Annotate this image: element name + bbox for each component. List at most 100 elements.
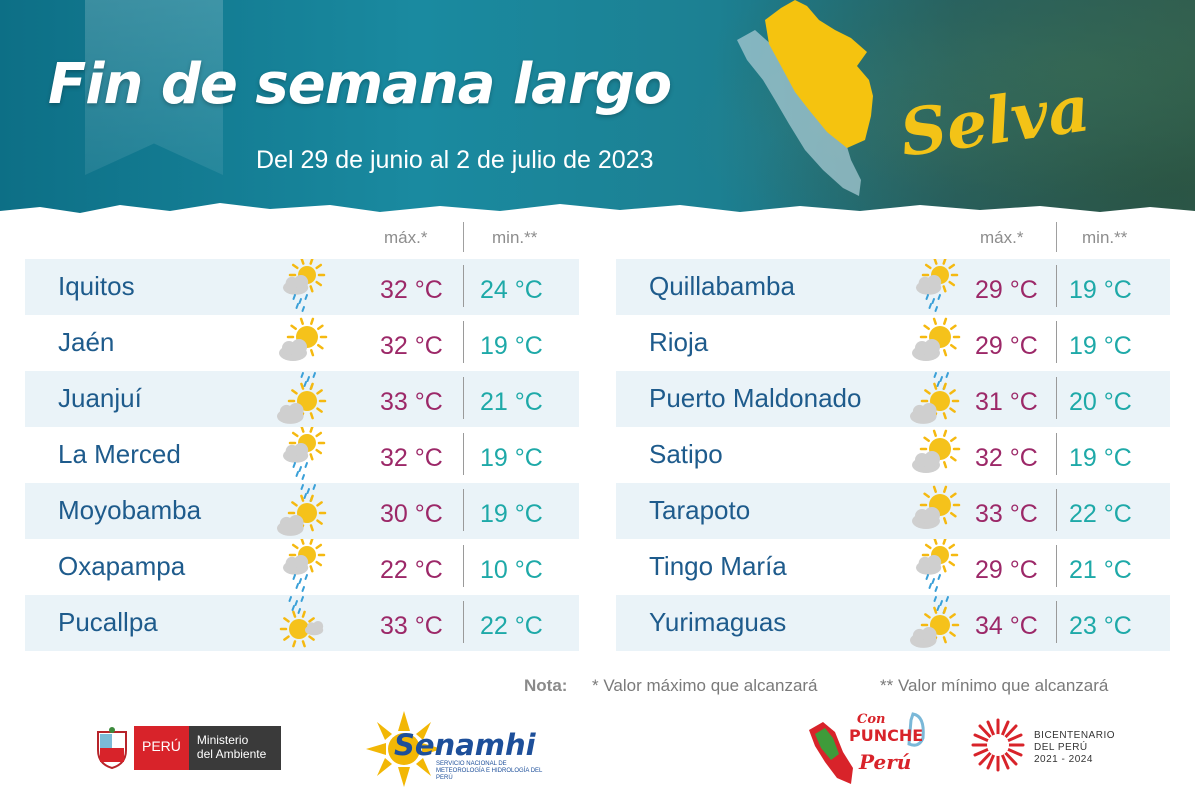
max-temperature: 32 °C [380, 276, 443, 304]
con-punche-peru-logo: Con PUNCHE Perú [805, 708, 933, 790]
city-name: Oxapampa [58, 551, 186, 581]
min-temperature: 21 °C [1069, 556, 1132, 584]
max-temperature: 34 °C [975, 612, 1038, 640]
table-row: Iquitos 32 °C 24 °C [25, 257, 579, 315]
punche-peru-map-icon [809, 712, 925, 784]
max-temperature: 33 °C [380, 612, 443, 640]
max-temperature: 29 °C [975, 332, 1038, 360]
city-name: Juanjuí [58, 383, 142, 413]
column-divider [463, 321, 464, 363]
min-temperature: 19 °C [480, 444, 543, 472]
city-name: Puerto Maldonado [649, 383, 862, 413]
table-row: Tarapoto 33 °C 22 °C [616, 483, 1170, 539]
left-column-headers: máx.* min.** [0, 222, 600, 252]
min-temperature: 19 °C [480, 332, 543, 360]
min-temperature: 22 °C [480, 612, 543, 640]
partly-cloudy-icon [902, 427, 962, 483]
cloud-sun-rain-icon [902, 257, 962, 315]
max-temperature: 22 °C [380, 556, 443, 584]
jungle-background [635, 0, 1195, 222]
column-divider [1056, 321, 1057, 363]
punche-line2: PUNCHE [849, 726, 924, 745]
table-row: Tingo María 29 °C 21 °C [616, 537, 1170, 595]
sun-cloud-icon [269, 595, 329, 651]
table-row: Oxapampa 22 °C 10 °C [25, 537, 579, 595]
table-row: Jaén 32 °C 19 °C [25, 315, 579, 371]
column-divider [463, 222, 464, 252]
partly-cloudy-rain-icon [902, 595, 962, 651]
max-temperature: 33 °C [975, 500, 1038, 528]
right-column-headers: máx.* min.** [0, 222, 1195, 252]
city-name: Yurimaguas [649, 607, 787, 637]
city-name: Tingo María [649, 551, 787, 581]
city-name: La Merced [58, 439, 181, 469]
ministerio-ambiente-logo: PERÚ Ministerio del Ambiente [94, 726, 281, 770]
min-temperature: 10 °C [480, 556, 543, 584]
max-temperature: 32 °C [975, 444, 1038, 472]
min-temperature: 19 °C [480, 500, 543, 528]
senamhi-subtitle: SERVICIO NACIONAL DE METEOROLOGÍA E HIDR… [436, 761, 543, 781]
cloud-sun-rain-icon [269, 425, 329, 483]
max-column-header: máx.* [384, 228, 428, 247]
left-forecast-table: Iquitos 32 °C 24 °C Jaén 32 °C 19 °C Juanjuí 33… [25, 257, 579, 651]
partly-cloudy-rain-icon [902, 371, 962, 427]
max-temperature: 32 °C [380, 332, 443, 360]
column-divider [1056, 489, 1057, 531]
city-name: Rioja [649, 327, 709, 357]
min-column-header: min.** [1082, 228, 1128, 247]
city-name: Iquitos [58, 271, 135, 301]
punche-line3: Perú [859, 750, 912, 774]
min-temperature: 20 °C [1069, 388, 1132, 416]
peru-coat-of-arms-icon [97, 727, 127, 770]
date-range: Del 29 de junio al 2 de julio de 2023 [256, 146, 654, 174]
partly-cloudy-icon [902, 315, 962, 371]
table-row: Moyobamba 30 °C 19 °C [25, 483, 579, 539]
max-temperature: 29 °C [975, 556, 1038, 584]
peru-label: PERÚ [134, 726, 189, 770]
column-divider [1056, 433, 1057, 475]
cloud-sun-rain-icon [902, 537, 962, 595]
city-name: Pucallpa [58, 607, 158, 637]
table-row: Rioja 29 °C 19 °C [616, 315, 1170, 371]
partly-cloudy-icon [269, 315, 329, 371]
min-temperature: 22 °C [1069, 500, 1132, 528]
max-temperature: 31 °C [975, 388, 1038, 416]
right-forecast-table: Quillabamba 29 °C 19 °C Rioja 29 °C 19 °C Puer… [616, 257, 1170, 651]
min-column-header: min.** [492, 228, 538, 247]
max-temperature: 29 °C [975, 276, 1038, 304]
senamhi-wordmark: Senamhi [394, 728, 536, 762]
bicentenario-burst-icon [971, 718, 1025, 772]
table-row: Puerto Maldonado 31 °C 20 °C [616, 371, 1170, 427]
column-divider [1056, 265, 1057, 307]
min-temperature: 19 °C [1069, 276, 1132, 304]
max-note: * Valor máximo que alcanzará [592, 676, 818, 695]
column-divider [463, 489, 464, 531]
table-row: Satipo 32 °C 19 °C [616, 427, 1170, 483]
column-divider [463, 265, 464, 307]
bicentenario-logo: BICENTENARIO DEL PERÚ 2021 - 2024 [968, 716, 1128, 774]
table-row: La Merced 32 °C 19 °C [25, 425, 579, 483]
max-temperature: 30 °C [380, 500, 443, 528]
senamhi-logo: Senamhi SERVICIO NACIONAL DE METEOROLOGÍ… [366, 709, 542, 789]
torn-edge-divider [0, 203, 1195, 222]
cloud-sun-rain-icon [269, 537, 329, 595]
column-divider [463, 433, 464, 475]
city-name: Quillabamba [649, 271, 795, 301]
max-temperature: 33 °C [380, 388, 443, 416]
bicentenario-text: BICENTENARIO DEL PERÚ 2021 - 2024 [1034, 730, 1116, 765]
column-divider [1056, 377, 1057, 419]
punche-line1: Con [857, 712, 886, 727]
max-column-header: máx.* [980, 228, 1024, 247]
table-row: Quillabamba 29 °C 19 °C [616, 257, 1170, 315]
partly-cloudy-rain-icon [269, 483, 329, 539]
cloud-sun-rain-icon [269, 257, 329, 315]
table-row: Yurimaguas 34 °C 23 °C [616, 595, 1170, 651]
peru-map-icon [737, 0, 873, 196]
column-divider [463, 377, 464, 419]
min-temperature: 19 °C [1069, 332, 1132, 360]
column-divider [1056, 545, 1057, 587]
partly-cloudy-icon [902, 483, 962, 539]
max-temperature: 32 °C [380, 444, 443, 472]
min-note: ** Valor mínimo que alcanzará [880, 676, 1109, 695]
header-banner: Fin de semana largo Del 29 de junio al 2… [0, 0, 1195, 222]
